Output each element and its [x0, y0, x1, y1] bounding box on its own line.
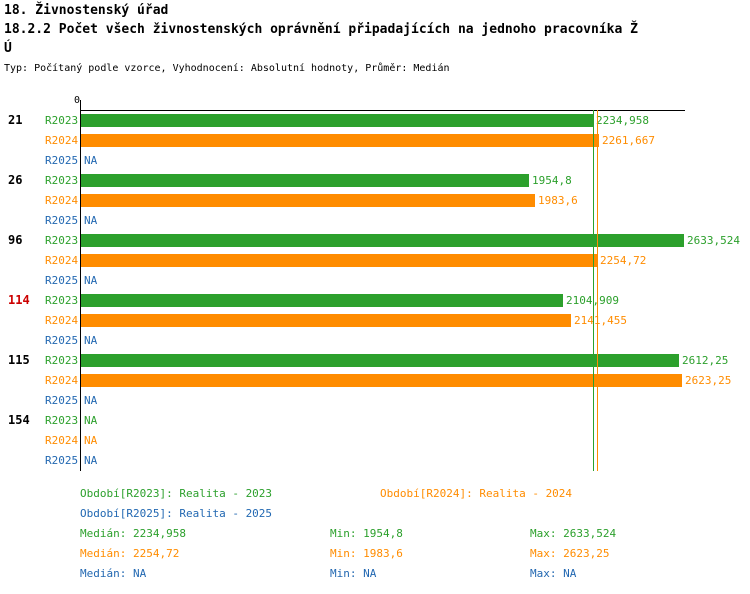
stat-max-row-2: Max: NA: [530, 567, 577, 580]
legend-item-2: Období[R2025]: Realita - 2025: [80, 507, 273, 520]
series-label-R2024: R2024: [45, 374, 79, 387]
series-label-R2025: R2025: [45, 454, 79, 467]
bar-R2024-96: [81, 254, 597, 267]
bar-value-label-R2023-26: 1954,8: [532, 174, 572, 187]
bar-value-label-R2023-115: 2612,25: [682, 354, 729, 367]
na-label-R2025-114: NA: [84, 334, 98, 347]
series-label-R2024: R2024: [45, 254, 79, 267]
stat-min-row-1: Min: 1983,6: [330, 547, 403, 560]
chart-subtitle-line2: Ú: [4, 41, 12, 56]
series-label-R2023: R2023: [45, 414, 79, 427]
chart-subtitle-line1: 18.2.2 Počet všech živnostenských oprávn…: [4, 22, 638, 37]
stat-min-row-2: Min: NA: [330, 567, 377, 580]
na-label-R2025-96: NA: [84, 274, 98, 287]
category-label-26: 26: [8, 173, 23, 187]
bar-R2024-26: [81, 194, 535, 207]
bar-R2023-21: [81, 114, 593, 127]
chart-meta: Typ: Počítaný podle vzorce, Vyhodnocení:…: [4, 63, 450, 74]
series-label-R2025: R2025: [45, 274, 79, 287]
bar-value-label-R2024-114: 2141,455: [574, 314, 627, 327]
median-line-R2023: [593, 110, 594, 471]
na-label-R2023-154: NA: [84, 414, 98, 427]
legend-item-1: Období[R2024]: Realita - 2024: [380, 487, 573, 500]
bar-value-label-R2023-21: 2234,958: [596, 114, 649, 127]
category-label-21: 21: [8, 113, 23, 127]
series-label-R2024: R2024: [45, 434, 79, 447]
bar-value-label-R2023-96: 2633,524: [687, 234, 740, 247]
series-label-R2023: R2023: [45, 354, 79, 367]
series-label-R2023: R2023: [45, 174, 79, 187]
bar-value-label-R2024-115: 2623,25: [685, 374, 732, 387]
na-label-R2025-26: NA: [84, 214, 98, 227]
page-title: 18. Živnostenský úřad: [4, 3, 169, 18]
y-axis-line: [80, 100, 81, 471]
bar-R2023-26: [81, 174, 529, 187]
na-label-R2025-154: NA: [84, 454, 98, 467]
stat-max-row-1: Max: 2623,25: [530, 547, 610, 560]
category-label-115: 115: [8, 353, 30, 367]
bar-R2024-115: [81, 374, 682, 387]
bar-R2023-96: [81, 234, 684, 247]
median-line-R2024: [597, 110, 598, 471]
x-axis-line: [80, 110, 685, 111]
stat-min-row-0: Min: 1954,8: [330, 527, 403, 540]
bar-value-label-R2023-114: 2104,909: [566, 295, 619, 307]
series-label-R2025: R2025: [45, 214, 79, 227]
stat-median-row-0: Medián: 2234,958: [80, 527, 186, 540]
legend-item-0: Období[R2023]: Realita - 2023: [80, 487, 273, 500]
bar-R2023-115: [81, 354, 679, 367]
category-label-96: 96: [8, 233, 23, 247]
bar-R2024-114: [81, 314, 571, 327]
category-label-114: 114: [8, 293, 30, 307]
stat-max-row-0: Max: 2633,524: [530, 527, 617, 540]
bar-value-label-R2024-21: 2261,667: [602, 134, 655, 147]
series-label-R2024: R2024: [45, 134, 79, 147]
na-label-R2025-115: NA: [84, 394, 98, 407]
bar-value-label-R2024-96: 2254,72: [600, 254, 647, 267]
bar-R2024-21: [81, 134, 599, 147]
series-label-R2025: R2025: [45, 394, 79, 407]
stat-median-row-1: Medián: 2254,72: [80, 547, 180, 560]
na-label-R2025-21: NA: [84, 154, 98, 167]
bar-value-label-R2024-26: 1983,6: [538, 194, 578, 207]
series-label-R2024: R2024: [45, 194, 79, 207]
series-label-R2025: R2025: [45, 154, 79, 167]
bar-R2023-114: [81, 294, 563, 307]
bar-chart: 0 21 R2023 2234,958 R2024 2261,667 R2025 NA 26 R…: [0, 92, 750, 476]
series-label-R2023: R2023: [45, 114, 79, 127]
series-label-R2024: R2024: [45, 314, 79, 327]
stat-median-row-2: Medián: NA: [80, 567, 147, 580]
x-axis-zero-label: 0: [73, 95, 80, 106]
series-label-R2023: R2023: [45, 234, 79, 247]
series-label-R2025: R2025: [45, 334, 79, 347]
na-label-R2024-154: NA: [84, 434, 98, 447]
category-label-154: 154: [8, 413, 30, 427]
series-label-R2023: R2023: [45, 294, 79, 307]
